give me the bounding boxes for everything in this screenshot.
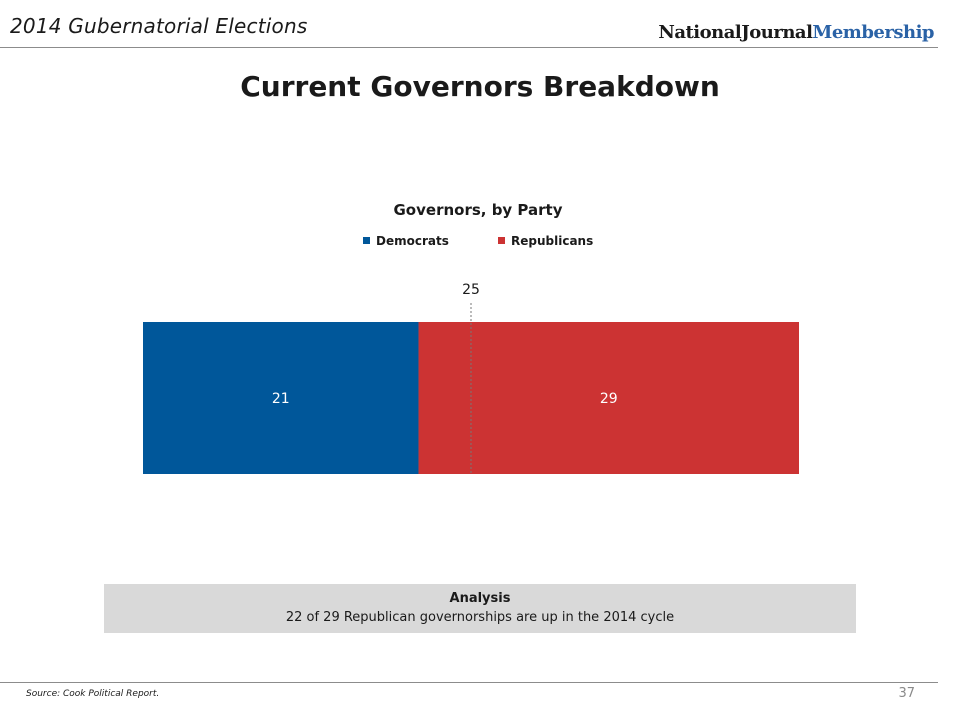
brand-accent: Membership bbox=[812, 22, 934, 43]
legend-item-democrats: Democrats bbox=[363, 234, 449, 248]
analysis-heading: Analysis bbox=[449, 591, 511, 606]
governors-chart: Governors, by Party Democrats Republicans… bbox=[143, 201, 799, 474]
data-label-democrats: 21 bbox=[272, 391, 290, 407]
chart-legend: Democrats Republicans bbox=[363, 234, 593, 248]
bar-democrats bbox=[143, 322, 419, 474]
chart-title: Governors, by Party bbox=[394, 201, 563, 219]
page-number: 37 bbox=[898, 686, 915, 701]
chart-bars: 21 29 bbox=[143, 322, 799, 474]
analysis-text: 22 of 29 Republican governorships are up… bbox=[285, 610, 675, 625]
page-title: Current Governors Breakdown bbox=[240, 70, 720, 103]
legend-swatch-democrats bbox=[363, 237, 370, 244]
brand-main: NationalJournal bbox=[658, 22, 813, 43]
reference-line-group: 25 bbox=[462, 282, 480, 474]
header-divider bbox=[0, 47, 938, 48]
data-label-republicans: 29 bbox=[600, 391, 618, 407]
reference-line-label: 25 bbox=[462, 282, 480, 298]
brand-logo: NationalJournalMembership bbox=[658, 22, 934, 43]
legend-label-republicans: Republicans bbox=[511, 234, 593, 248]
analysis-box: Analysis 22 of 29 Republican governorshi… bbox=[104, 584, 856, 633]
footer-divider bbox=[0, 682, 938, 683]
legend-label-democrats: Democrats bbox=[376, 234, 449, 248]
legend-swatch-republicans bbox=[498, 237, 505, 244]
bar-republicans bbox=[418, 322, 799, 474]
source-note: Source: Cook Political Report. bbox=[26, 689, 160, 699]
header-title: 2014 Gubernatorial Elections bbox=[10, 14, 308, 38]
legend-item-republicans: Republicans bbox=[498, 234, 593, 248]
